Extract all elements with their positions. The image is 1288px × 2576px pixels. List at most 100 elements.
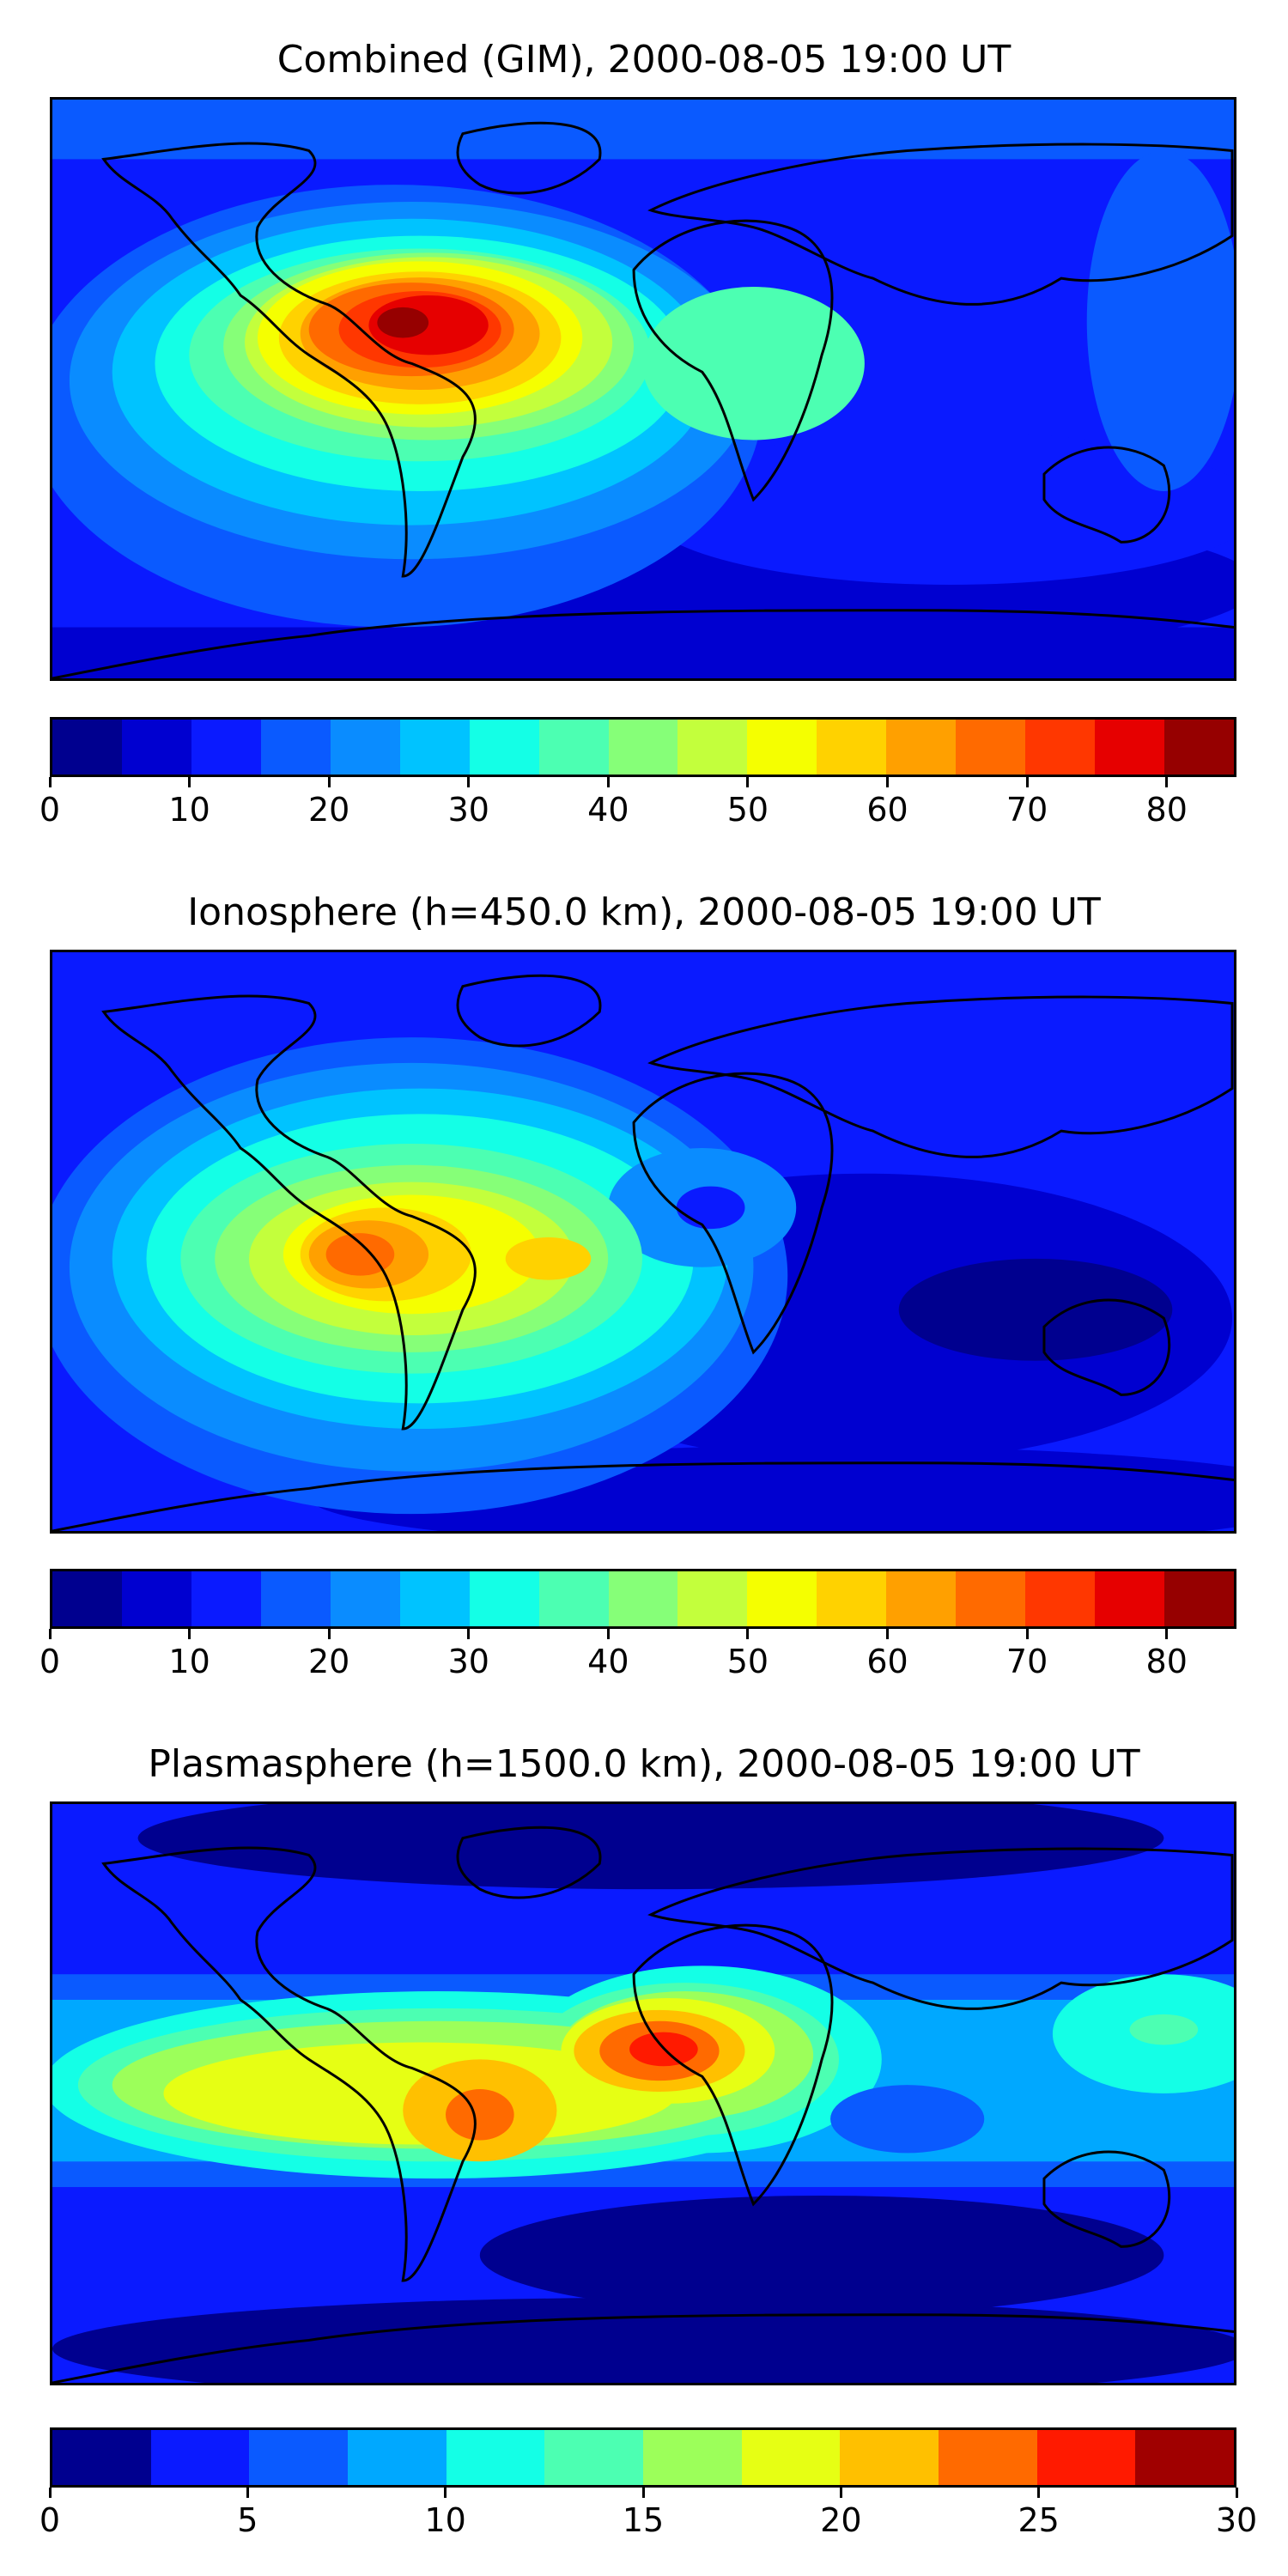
colorbar-combined bbox=[50, 717, 1236, 777]
colorbar-segment bbox=[939, 2430, 1037, 2485]
colorbar-ionosphere bbox=[50, 1569, 1236, 1629]
colorbar-segment bbox=[469, 1571, 539, 1626]
colorbar-segment bbox=[150, 2430, 250, 2485]
colorbar-segment bbox=[1095, 720, 1164, 775]
colorbar-tick-label: 30 bbox=[1215, 2501, 1258, 2539]
colorbar-segment bbox=[399, 1571, 470, 1626]
colorbar-segment bbox=[817, 720, 887, 775]
colorbar-segment bbox=[1025, 720, 1096, 775]
colorbar-segment bbox=[52, 1571, 122, 1626]
colorbar-tick-label: 80 bbox=[1145, 1643, 1188, 1680]
colorbar-tick-label: 50 bbox=[726, 791, 769, 829]
colorbar-tick-label: 10 bbox=[168, 1643, 210, 1680]
colorbar-tick bbox=[467, 777, 471, 787]
colorbar-segment bbox=[249, 2430, 349, 2485]
colorbar-tick bbox=[606, 1629, 610, 1639]
colorbar-segment bbox=[1036, 2430, 1136, 2485]
colorbar-segment bbox=[741, 2430, 841, 2485]
colorbar-segment bbox=[643, 2430, 742, 2485]
colorbar-segment bbox=[747, 1571, 817, 1626]
colorbar-tick-label: 25 bbox=[1018, 2501, 1060, 2539]
tec-contour-map bbox=[52, 100, 1234, 678]
colorbar-tick bbox=[1235, 2488, 1238, 2498]
colorbar-tick-label: 40 bbox=[587, 791, 629, 829]
colorbar-ticks-plasmasphere: 0 5 10 15 20 25 30 bbox=[39, 2488, 1257, 2539]
map-ionosphere bbox=[50, 950, 1236, 1534]
colorbar-tick bbox=[48, 1629, 52, 1639]
colorbar-tick-label: 10 bbox=[168, 791, 210, 829]
colorbar-tick bbox=[444, 2488, 447, 2498]
colorbar-tick bbox=[246, 2488, 249, 2498]
colorbar-segment bbox=[260, 720, 331, 775]
panel-title-plasmasphere: Plasmasphere (h=1500.0 km), 2000-08-05 1… bbox=[148, 1742, 1140, 1786]
colorbar-tick-label: 80 bbox=[1145, 791, 1188, 829]
colorbar-tick bbox=[48, 2488, 52, 2498]
colorbar-segment bbox=[886, 1571, 957, 1626]
colorbar-segment bbox=[544, 2430, 644, 2485]
colorbar-tick-label: 70 bbox=[1005, 1643, 1048, 1680]
colorbar-segment bbox=[747, 720, 817, 775]
colorbar-segment bbox=[1164, 1571, 1234, 1626]
colorbar-tick-label: 30 bbox=[447, 1643, 489, 1680]
colorbar-tick-label: 70 bbox=[1005, 791, 1048, 829]
colorbar-ticks-combined: 0 10 20 30 40 50 60 70 80 bbox=[39, 777, 1236, 829]
colorbar-segment bbox=[608, 720, 678, 775]
colorbar-tick bbox=[1025, 777, 1029, 787]
colorbar-tick bbox=[606, 777, 610, 787]
colorbar-segment bbox=[191, 1571, 261, 1626]
colorbar-segment bbox=[121, 1571, 191, 1626]
colorbar-segment bbox=[956, 1571, 1026, 1626]
colorbar-tick-label: 40 bbox=[587, 1643, 629, 1680]
colorbar-tick bbox=[327, 777, 331, 787]
colorbar-tick bbox=[327, 1629, 331, 1639]
colorbar-segment bbox=[191, 720, 261, 775]
map-combined bbox=[50, 97, 1236, 681]
colorbar-tick bbox=[839, 2488, 842, 2498]
colorbar-segment bbox=[1025, 1571, 1096, 1626]
colorbar-segment bbox=[52, 720, 122, 775]
colorbar-segment bbox=[330, 1571, 400, 1626]
colorbar-segment bbox=[469, 720, 539, 775]
colorbar-tick bbox=[886, 1629, 890, 1639]
tec-contour-map bbox=[52, 952, 1234, 1531]
colorbar-segment bbox=[1164, 720, 1234, 775]
colorbar-segment bbox=[1095, 1571, 1164, 1626]
panel-title-ionosphere: Ionosphere (h=450.0 km), 2000-08-05 19:0… bbox=[187, 890, 1101, 934]
colorbar-tick bbox=[1037, 2488, 1041, 2498]
colorbar-tick-label: 50 bbox=[726, 1643, 769, 1680]
colorbar-tick bbox=[467, 1629, 471, 1639]
colorbar-segment bbox=[538, 720, 609, 775]
colorbar-tick bbox=[746, 1629, 750, 1639]
colorbar-tick-label: 20 bbox=[820, 2501, 862, 2539]
colorbar-segment bbox=[446, 2430, 545, 2485]
colorbar-tick-label: 60 bbox=[866, 791, 908, 829]
colorbar-segment bbox=[817, 1571, 887, 1626]
colorbar-segment bbox=[677, 1571, 748, 1626]
panel-title-combined: Combined (GIM), 2000-08-05 19:00 UT bbox=[276, 38, 1012, 82]
colorbar-tick-label: 0 bbox=[39, 1643, 61, 1680]
tec-contour-map bbox=[52, 1804, 1234, 2383]
colorbar-segment bbox=[1135, 2430, 1235, 2485]
colorbar-tick-label: 15 bbox=[622, 2501, 665, 2539]
colorbar-tick bbox=[746, 777, 750, 787]
colorbar-tick-label: 20 bbox=[307, 1643, 350, 1680]
colorbar-segment bbox=[121, 720, 191, 775]
colorbar-tick-label: 0 bbox=[39, 791, 61, 829]
colorbar-segment bbox=[260, 1571, 331, 1626]
colorbar-segment bbox=[840, 2430, 939, 2485]
colorbar-tick-label: 0 bbox=[39, 2501, 61, 2539]
colorbar-tick bbox=[188, 777, 191, 787]
colorbar-tick bbox=[886, 777, 890, 787]
colorbar-tick bbox=[48, 777, 52, 787]
colorbar-tick bbox=[1165, 1629, 1169, 1639]
colorbar-segment bbox=[608, 1571, 678, 1626]
map-plasmasphere bbox=[50, 1801, 1236, 2385]
colorbar-segment bbox=[886, 720, 957, 775]
colorbar-segment bbox=[538, 1571, 609, 1626]
colorbar-segment bbox=[330, 720, 400, 775]
colorbar-tick bbox=[1165, 777, 1169, 787]
colorbar-tick bbox=[188, 1629, 191, 1639]
colorbar-segment bbox=[677, 720, 748, 775]
colorbar-segment bbox=[348, 2430, 447, 2485]
colorbar-tick-label: 60 bbox=[866, 1643, 908, 1680]
